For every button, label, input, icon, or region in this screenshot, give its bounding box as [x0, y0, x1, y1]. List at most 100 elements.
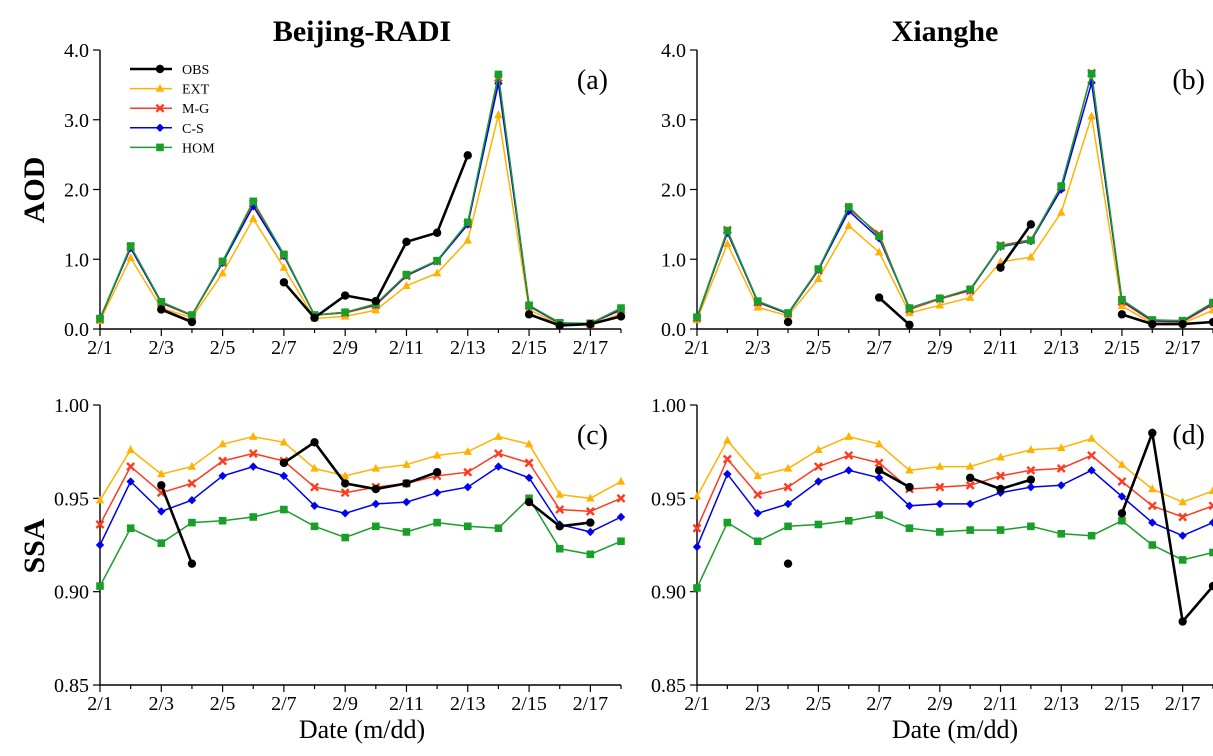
data-point-hom: [555, 544, 564, 553]
series-obs: [157, 151, 626, 330]
data-point-ext: [965, 461, 975, 470]
data-point-obs: [157, 305, 166, 314]
data-point-obs: [1208, 581, 1213, 591]
data-point-hom: [463, 218, 472, 227]
data-point-obs: [187, 317, 197, 327]
data-point-obs: [371, 484, 381, 494]
data-point-ext: [463, 235, 472, 244]
data-point-hom: [218, 516, 227, 525]
data-point-c-s: [1208, 518, 1213, 527]
panel-c: 0.85 0.90 0.95 1.00 2/1 2/3 2/5 2/7 2/9 2/11 2/13 2…: [54, 395, 626, 715]
y-tick-label: 3.0: [661, 110, 686, 132]
data-point-ext: [1117, 301, 1127, 310]
y-tick-label: 3.0: [64, 110, 89, 132]
data-point-m-g: [218, 456, 228, 466]
data-point-hom: [494, 70, 503, 79]
data-point-ext: [723, 239, 732, 248]
data-point-m-g: [1117, 477, 1127, 486]
data-point-obs: [555, 522, 564, 531]
x-tick-label: 2/1: [87, 337, 113, 359]
series-line-ext: [696, 435, 1213, 503]
data-point-c-s: [905, 501, 914, 510]
x-tick-label: 2/1: [87, 693, 113, 715]
data-point-obs: [279, 278, 289, 287]
data-point-c-s: [1178, 531, 1187, 540]
data-point-hom: [1118, 295, 1126, 304]
y-tick-label: 4.0: [64, 40, 89, 62]
data-point-ext: [1208, 305, 1213, 314]
x-tick-label: 2/5: [210, 337, 236, 359]
legend-label: M-G: [182, 102, 209, 117]
data-point-m-g: [463, 467, 473, 477]
data-point-hom: [617, 304, 625, 312]
data-point-m-g: [524, 458, 534, 468]
series-line-ext: [99, 114, 622, 326]
legend-entry-hom: HOM: [130, 141, 215, 156]
data-point-c-s: [218, 471, 227, 481]
data-point-m-g: [1026, 465, 1036, 475]
series-line-hom: [696, 514, 1213, 589]
data-point-hom: [784, 309, 792, 317]
data-point-ext: [279, 437, 289, 446]
series-line-obs: [878, 296, 911, 326]
data-point-obs: [432, 468, 442, 477]
data-point-obs: [996, 263, 1005, 272]
data-point-c-s: [187, 496, 197, 505]
data-point-hom: [966, 526, 974, 534]
series-c-s: [692, 78, 1213, 326]
data-point-m-g: [340, 488, 350, 498]
data-point-obs: [996, 484, 1005, 494]
y-tick-label: 2.0: [661, 180, 686, 202]
x-tick-label: 2/1: [684, 693, 710, 715]
data-point-ext: [1057, 207, 1066, 216]
data-point-m-g: [616, 493, 626, 503]
data-point-c-s: [692, 542, 702, 552]
series-line-c-s: [696, 469, 1213, 548]
data-point-obs: [340, 479, 350, 488]
x-tick-label: 2/7: [866, 693, 892, 715]
data-point-ext: [371, 463, 381, 472]
data-point-ext: [874, 439, 884, 448]
series-m-g: [692, 450, 1213, 533]
plot-area: [95, 432, 626, 590]
series-line-hom: [99, 74, 622, 325]
data-point-obs: [463, 151, 472, 160]
data-point-hom: [996, 242, 1005, 250]
x-tick-label: 2/13: [450, 337, 486, 359]
data-point-m-g: [783, 482, 793, 492]
series-hom: [96, 70, 625, 328]
data-point-ext: [753, 302, 762, 311]
legend-label: EXT: [182, 83, 210, 98]
y-tick-label: 1.00: [54, 395, 89, 417]
series-ext: [692, 432, 1213, 506]
data-point-obs: [905, 482, 914, 492]
data-point-obs: [1178, 617, 1187, 626]
x-tick-label: 2/13: [1043, 337, 1079, 359]
data-point-hom: [1057, 530, 1066, 538]
data-point-obs: [616, 312, 626, 321]
series-line-obs: [160, 484, 194, 565]
x-tick-label: 2/5: [806, 337, 832, 359]
series-line-m-g: [99, 452, 622, 525]
y-tick-label: 2.0: [64, 180, 89, 202]
data-point-hom: [1118, 516, 1126, 525]
data-point-obs: [1026, 475, 1036, 484]
data-point-hom: [814, 265, 823, 273]
series-line-hom: [696, 73, 1213, 322]
data-point-ext: [402, 281, 411, 289]
y-tick-label: 0.85: [651, 675, 686, 697]
data-point-hom: [310, 522, 319, 531]
data-point-hom: [249, 513, 258, 521]
data-point-m-g: [844, 450, 854, 460]
data-point-m-g: [187, 478, 197, 488]
x-tick-label: 2/17: [1165, 337, 1201, 359]
series-obs: [157, 438, 595, 568]
data-point-hom: [525, 301, 533, 310]
data-point-hom: [723, 226, 732, 235]
x-tick-label: 2/3: [745, 337, 771, 359]
data-point-ext: [340, 471, 350, 480]
data-point-obs: [555, 321, 564, 330]
data-point-ext: [126, 445, 135, 453]
data-point-obs: [432, 228, 442, 237]
legend-entry-obs: OBS: [130, 63, 209, 78]
